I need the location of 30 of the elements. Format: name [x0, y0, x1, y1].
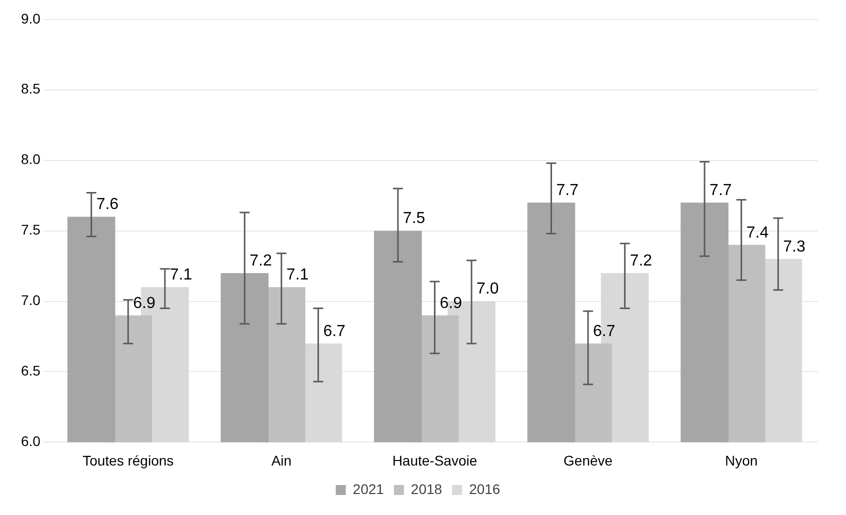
x-tick-label: Ain: [271, 452, 292, 468]
y-tick-label: 6.5: [20, 362, 41, 379]
y-tick-label: 7.0: [20, 292, 41, 308]
data-label: 6.9: [133, 294, 156, 312]
x-tick-label: Haute-Savoie: [392, 452, 478, 468]
data-label: 7.0: [476, 280, 499, 298]
x-tick-label: Genève: [564, 452, 613, 468]
data-label: 6.7: [323, 322, 346, 340]
data-label: 7.4: [746, 224, 769, 242]
data-label: 6.7: [593, 322, 616, 340]
y-tick-label: 6.0: [20, 433, 41, 450]
legend-label: 2021: [352, 480, 384, 497]
y-tick-label: 8.5: [20, 80, 41, 97]
y-tick-label: 8.0: [20, 151, 41, 168]
data-label: 6.9: [440, 294, 462, 312]
data-label: 7.2: [250, 252, 272, 270]
data-label: 7.5: [402, 210, 426, 228]
data-label: 7.1: [286, 266, 309, 284]
data-label: 7.3: [783, 238, 806, 256]
legend-label: 2016: [469, 480, 500, 497]
x-tick-label: Nyon: [725, 452, 758, 468]
x-tick-label: Toutes régions: [82, 452, 174, 468]
legend-label: 2018: [410, 480, 442, 497]
data-label: 7.7: [710, 182, 732, 200]
data-label: 7.2: [630, 252, 652, 270]
y-tick-label: 9.0: [20, 10, 41, 26]
data-label: 7.7: [556, 182, 579, 200]
data-label: 7.6: [96, 196, 119, 214]
data-label: 7.1: [170, 266, 192, 284]
y-tick-label: 7.5: [20, 222, 41, 238]
